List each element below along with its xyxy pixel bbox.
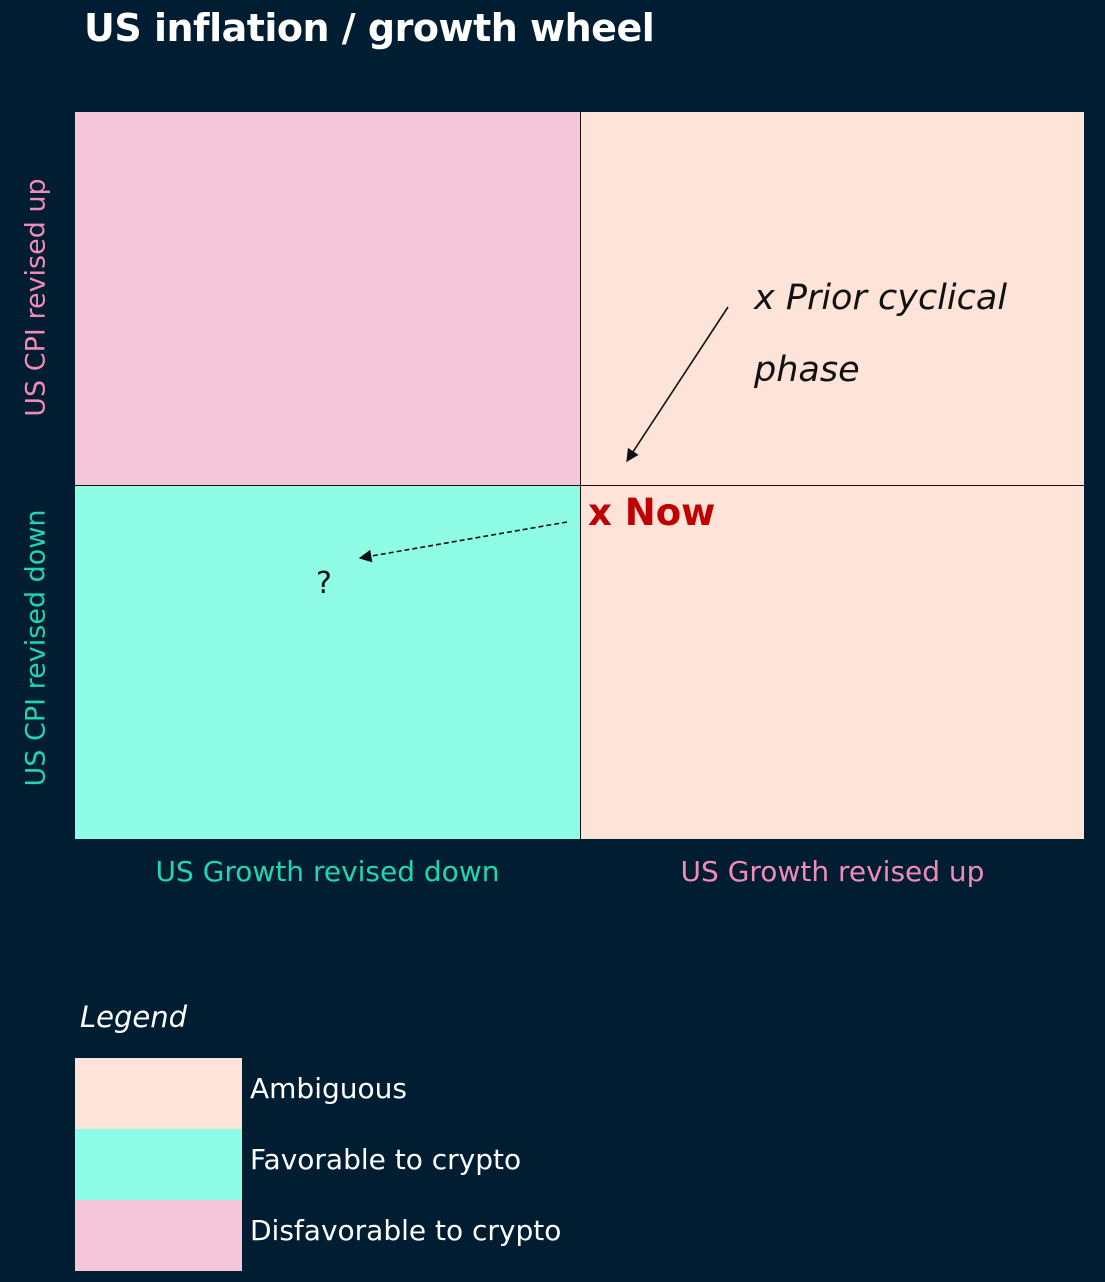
legend-swatch-disfavorable <box>75 1200 242 1271</box>
legend-title: Legend <box>80 1000 188 1034</box>
legend-swatch-favorable <box>75 1129 242 1200</box>
quadrant-favorable <box>75 486 580 839</box>
y-axis-label-cpi-up: US CPI revised up <box>20 178 52 417</box>
chart-title: US inflation / growth wheel <box>84 6 655 50</box>
legend-swatch-ambiguous <box>75 1058 242 1129</box>
legend-item-disfavorable: Disfavorable to crypto <box>75 1200 675 1271</box>
question-mark: ? <box>316 566 332 601</box>
legend-item-favorable: Favorable to crypto <box>75 1129 675 1200</box>
x-axis-label-growth-down: US Growth revised down <box>155 855 500 888</box>
horizontal-divider <box>75 485 1084 486</box>
legend-label-disfavorable: Disfavorable to crypto <box>250 1214 562 1247</box>
now-marker: x Now <box>588 491 716 534</box>
vertical-divider <box>580 112 581 839</box>
legend-item-ambiguous: Ambiguous <box>75 1058 675 1129</box>
quadrant-disfavorable <box>75 112 580 485</box>
y-axis-label-cpi-down: US CPI revised down <box>20 509 52 787</box>
x-axis-label-growth-up: US Growth revised up <box>680 855 985 888</box>
prior-phase-annotation: x Prior cyclical phase <box>754 278 1008 390</box>
legend-label-favorable: Favorable to crypto <box>250 1143 522 1176</box>
legend-label-ambiguous: Ambiguous <box>250 1072 407 1105</box>
quadrant-ambiguous-bottom <box>581 486 1084 839</box>
